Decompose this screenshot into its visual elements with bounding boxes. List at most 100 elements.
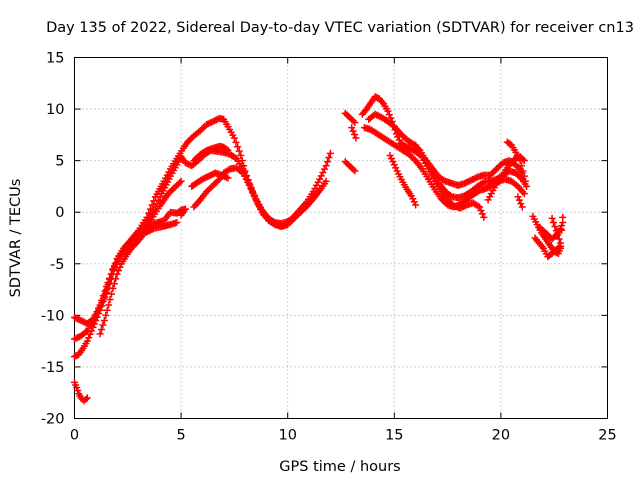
data-point — [116, 263, 124, 271]
x-tick-label: 0 — [70, 428, 79, 444]
data-point — [322, 162, 330, 170]
data-point — [98, 296, 106, 304]
data-point — [410, 198, 418, 206]
series-track-17 — [386, 151, 420, 209]
data-point — [237, 151, 245, 159]
data-point — [110, 280, 118, 288]
data-point — [519, 167, 527, 175]
data-point — [412, 201, 420, 209]
series-track-20 — [503, 138, 530, 190]
data-point — [100, 317, 108, 325]
data-point — [407, 192, 415, 200]
data-point — [558, 226, 566, 234]
x-axis-label: GPS time / hours — [279, 459, 400, 475]
data-point — [115, 267, 123, 275]
data-point — [96, 301, 104, 309]
series-track-21 — [514, 193, 526, 211]
y-axis-label: SDTVAR / TECUs — [8, 179, 24, 298]
data-point — [74, 387, 82, 395]
y-tick-label: -5 — [50, 257, 64, 273]
series-track-11 — [341, 109, 359, 126]
y-tick-label: -15 — [41, 360, 65, 376]
data-point — [102, 282, 110, 290]
data-point — [514, 193, 522, 201]
y-tick-label: 0 — [55, 205, 64, 221]
data-point — [107, 290, 115, 298]
data-point — [106, 296, 114, 304]
x-tick-label: 5 — [176, 428, 185, 444]
data-point — [393, 167, 401, 175]
series-track-12 — [341, 158, 359, 175]
data-point — [557, 239, 565, 247]
data-point — [316, 186, 324, 194]
data-point — [323, 158, 331, 166]
data-point — [555, 235, 563, 243]
data-point — [106, 274, 114, 282]
x-tick-label: 25 — [598, 428, 616, 444]
data-point — [223, 145, 231, 153]
x-tick-label: 15 — [385, 428, 403, 444]
data-point — [395, 136, 403, 144]
data-point — [348, 124, 356, 132]
data-point — [103, 306, 111, 314]
data-point — [317, 172, 325, 180]
data-point — [517, 200, 525, 208]
y-tick-label: -10 — [41, 308, 65, 324]
data-point — [548, 214, 556, 222]
data-point — [478, 210, 486, 218]
data-point — [177, 177, 185, 185]
series-track-1 — [71, 378, 91, 405]
data-point — [392, 164, 400, 172]
axis-ticks: 0 5 10 15 20 25 -20 -15 -10 -5 0 5 10 15 — [41, 51, 617, 444]
data-point — [518, 203, 526, 211]
data-point — [96, 330, 104, 338]
data-point — [83, 394, 91, 402]
plot-frame — [74, 57, 608, 419]
data-point — [352, 134, 360, 142]
data-point — [387, 155, 395, 163]
data-point — [515, 196, 523, 204]
data-point — [551, 223, 559, 231]
data-point — [102, 311, 110, 319]
x-tick-label: 20 — [492, 428, 510, 444]
data-point — [105, 301, 113, 309]
data-point — [384, 107, 392, 115]
data-point — [322, 177, 330, 185]
data-point — [557, 225, 565, 233]
y-tick-label: -20 — [41, 412, 65, 428]
data-point — [559, 213, 567, 221]
data-point — [224, 146, 232, 154]
data-point — [73, 384, 81, 392]
data-point — [176, 179, 184, 187]
y-tick-label: 10 — [46, 102, 64, 118]
data-point — [521, 177, 529, 185]
series-track-18 — [412, 141, 488, 221]
data-point — [83, 337, 91, 345]
data-point — [522, 182, 530, 190]
series-track-3 — [71, 146, 330, 343]
series-track-13 — [348, 124, 360, 142]
chart-title: Day 135 of 2022, Sidereal Day-to-day VTE… — [46, 20, 634, 36]
series-track-7 — [177, 205, 189, 219]
data-point — [107, 270, 115, 278]
data-point — [390, 161, 398, 169]
data-point — [325, 154, 333, 162]
series-track-23 — [531, 234, 565, 261]
data-point — [326, 149, 334, 157]
data-point — [351, 167, 359, 175]
data-point — [409, 195, 417, 203]
grid — [74, 57, 608, 419]
data-point — [232, 138, 240, 146]
data-point — [351, 118, 359, 126]
data-point — [480, 213, 488, 221]
data-point — [85, 334, 93, 342]
series-track-10 — [188, 169, 232, 190]
data-point — [554, 231, 562, 239]
data-point — [230, 134, 238, 142]
data-point — [476, 203, 484, 211]
data-point — [99, 292, 107, 300]
data-point — [109, 285, 117, 293]
data-points — [71, 93, 567, 405]
data-point — [549, 219, 557, 227]
